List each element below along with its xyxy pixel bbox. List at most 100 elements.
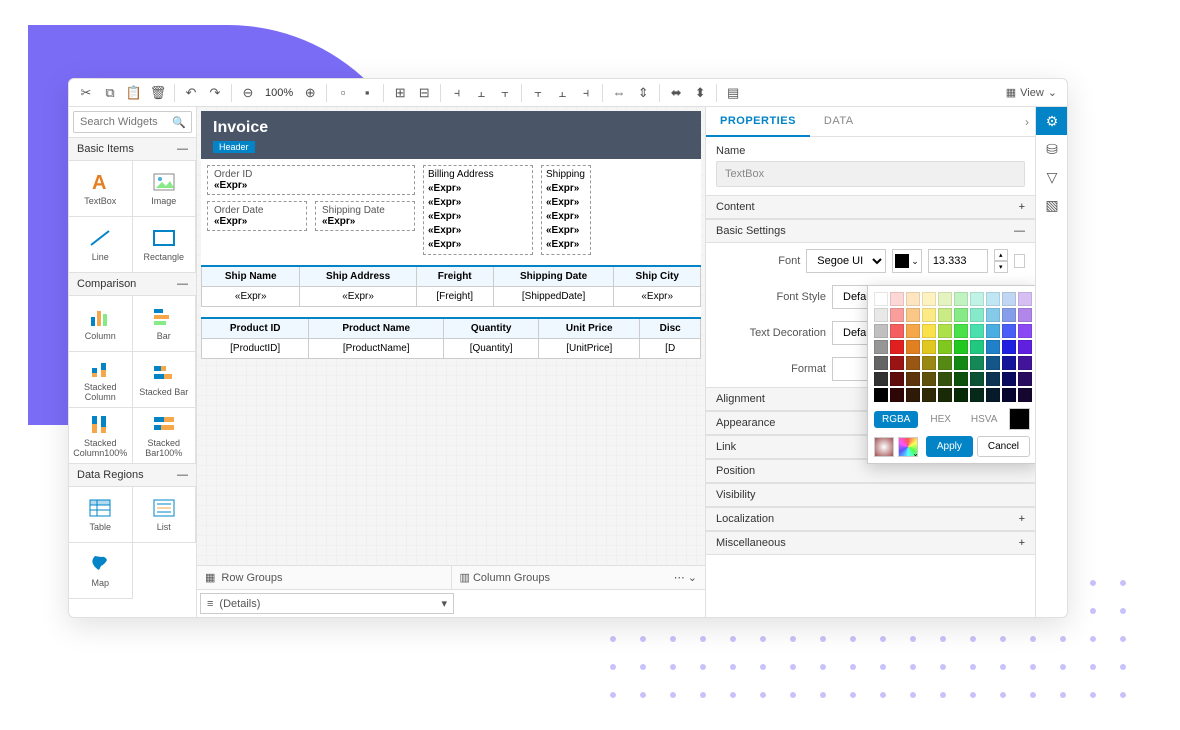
color-swatch[interactable] bbox=[906, 324, 920, 338]
color-swatch[interactable] bbox=[890, 292, 904, 306]
color-swatch[interactable] bbox=[922, 308, 936, 322]
section-content[interactable]: Content+ bbox=[706, 195, 1035, 219]
color-swatch[interactable] bbox=[970, 308, 984, 322]
align-left-button[interactable]: ⫞ bbox=[446, 82, 468, 104]
widget-stacked-column-100[interactable]: Stacked Column100% bbox=[69, 408, 133, 464]
table-cell[interactable]: Ship Address bbox=[300, 266, 416, 287]
cut-button[interactable]: ✂ bbox=[75, 82, 97, 104]
table-cell[interactable]: «Expr» bbox=[202, 287, 300, 307]
report-header[interactable]: Invoice Header bbox=[201, 111, 701, 159]
color-swatch[interactable] bbox=[954, 388, 968, 402]
widget-table[interactable]: Table bbox=[69, 487, 133, 543]
color-swatch[interactable] bbox=[970, 372, 984, 386]
table-cell[interactable]: «Expr» bbox=[614, 287, 701, 307]
color-swatch[interactable] bbox=[906, 356, 920, 370]
color-swatch[interactable] bbox=[970, 388, 984, 402]
font-size-up[interactable]: ▴ bbox=[994, 249, 1008, 261]
section-data-regions[interactable]: Data Regions— bbox=[69, 464, 196, 487]
align-top-button[interactable]: ⫟ bbox=[527, 82, 549, 104]
color-swatch[interactable] bbox=[1002, 356, 1016, 370]
color-swatch[interactable] bbox=[986, 308, 1000, 322]
table-cell[interactable]: Freight bbox=[416, 266, 493, 287]
color-swatch[interactable] bbox=[970, 324, 984, 338]
merge-cells-button[interactable]: ⊞ bbox=[389, 82, 411, 104]
color-swatch[interactable] bbox=[874, 324, 888, 338]
tab-properties[interactable]: PROPERTIES bbox=[706, 107, 810, 137]
widget-rectangle[interactable]: Rectangle bbox=[133, 217, 197, 273]
properties-icon[interactable]: ⚙ bbox=[1036, 107, 1067, 135]
section-comparison[interactable]: Comparison— bbox=[69, 273, 196, 296]
undo-button[interactable]: ↶ bbox=[180, 82, 202, 104]
table-shipping[interactable]: Ship NameShip AddressFreightShipping Dat… bbox=[201, 265, 701, 307]
table-cell[interactable]: [UnitPrice] bbox=[539, 339, 640, 359]
color-swatch[interactable] bbox=[954, 340, 968, 354]
section-basic-items[interactable]: Basic Items— bbox=[69, 138, 196, 161]
design-canvas[interactable]: Invoice Header Order ID «Expr» Order Dat… bbox=[197, 107, 705, 565]
color-swatch[interactable] bbox=[1002, 308, 1016, 322]
split-cells-button[interactable]: ⊟ bbox=[413, 82, 435, 104]
color-swatch[interactable] bbox=[986, 324, 1000, 338]
color-swatch[interactable] bbox=[1018, 356, 1032, 370]
color-swatch[interactable] bbox=[906, 388, 920, 402]
color-swatch[interactable] bbox=[922, 388, 936, 402]
widget-textbox[interactable]: A TextBox bbox=[69, 161, 133, 217]
distribute-v-button[interactable]: ⇕ bbox=[632, 82, 654, 104]
color-swatch[interactable] bbox=[922, 324, 936, 338]
table-cell[interactable]: [ShippedDate] bbox=[493, 287, 614, 307]
color-swatch[interactable] bbox=[874, 292, 888, 306]
widget-column[interactable]: Column bbox=[69, 296, 133, 352]
table-cell[interactable]: [Quantity] bbox=[444, 339, 539, 359]
bring-forward-button[interactable]: ▪ bbox=[356, 82, 378, 104]
widget-stacked-column[interactable]: Stacked Column bbox=[69, 352, 133, 408]
color-swatch[interactable] bbox=[890, 372, 904, 386]
color-swatch[interactable] bbox=[890, 308, 904, 322]
copy-button[interactable]: ⧉ bbox=[99, 82, 121, 104]
chevron-right-icon[interactable]: › bbox=[1025, 115, 1029, 129]
color-swatch[interactable] bbox=[938, 292, 952, 306]
widget-line[interactable]: Line bbox=[69, 217, 133, 273]
color-swatch[interactable] bbox=[1002, 340, 1016, 354]
table-cell[interactable]: Unit Price bbox=[539, 318, 640, 339]
color-swatch[interactable] bbox=[954, 372, 968, 386]
table-products[interactable]: Product IDProduct NameQuantityUnit Price… bbox=[201, 317, 701, 359]
mode-hex[interactable]: HEX bbox=[922, 411, 959, 428]
color-swatch[interactable] bbox=[954, 308, 968, 322]
color-swatch[interactable] bbox=[922, 372, 936, 386]
color-swatch[interactable] bbox=[874, 308, 888, 322]
color-swatch[interactable] bbox=[970, 292, 984, 306]
color-swatch[interactable] bbox=[906, 340, 920, 354]
distribute-h-button[interactable]: ⇔ bbox=[608, 82, 630, 104]
palette-button[interactable]: ⌄ bbox=[898, 437, 918, 457]
color-swatch[interactable] bbox=[938, 324, 952, 338]
color-swatch[interactable] bbox=[890, 340, 904, 354]
color-swatch[interactable] bbox=[890, 324, 904, 338]
section-localization[interactable]: Localization+ bbox=[706, 507, 1035, 531]
color-swatch[interactable] bbox=[938, 372, 952, 386]
color-swatch[interactable] bbox=[1002, 372, 1016, 386]
font-select[interactable]: Segoe UI bbox=[806, 249, 886, 273]
widget-bar[interactable]: Bar bbox=[133, 296, 197, 352]
color-swatch[interactable] bbox=[970, 356, 984, 370]
data-icon[interactable]: ⛁ bbox=[1036, 135, 1067, 163]
color-swatch[interactable] bbox=[874, 388, 888, 402]
size-height-button[interactable]: ⬍ bbox=[689, 82, 711, 104]
color-swatch[interactable] bbox=[986, 292, 1000, 306]
field-shipping-date[interactable]: Shipping Date «Expr» bbox=[315, 201, 415, 231]
table-cell[interactable]: [ProductName] bbox=[309, 339, 444, 359]
color-swatch[interactable] bbox=[1002, 324, 1016, 338]
widget-list[interactable]: List bbox=[133, 487, 197, 543]
color-swatch[interactable] bbox=[906, 308, 920, 322]
color-swatch[interactable] bbox=[986, 388, 1000, 402]
table-cell[interactable]: Quantity bbox=[444, 318, 539, 339]
align-right-button[interactable]: ⫟ bbox=[494, 82, 516, 104]
color-swatch[interactable] bbox=[1018, 388, 1032, 402]
color-swatch[interactable] bbox=[1018, 324, 1032, 338]
table-cell[interactable]: Product Name bbox=[309, 318, 444, 339]
paste-button[interactable]: 📋 bbox=[123, 82, 145, 104]
color-swatch[interactable] bbox=[1018, 372, 1032, 386]
color-swatch[interactable] bbox=[954, 292, 968, 306]
color-swatch[interactable] bbox=[970, 340, 984, 354]
zoom-out-button[interactable]: ⊖ bbox=[237, 82, 259, 104]
color-swatch[interactable] bbox=[1018, 340, 1032, 354]
section-visibility[interactable]: Visibility bbox=[706, 483, 1035, 507]
